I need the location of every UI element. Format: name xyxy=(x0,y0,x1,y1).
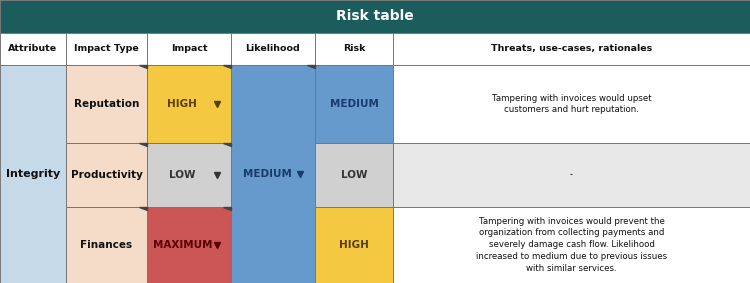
Text: Integrity: Integrity xyxy=(6,169,60,179)
Bar xyxy=(231,65,315,283)
Text: Tampering with invoices would prevent the
organization from collecting payments : Tampering with invoices would prevent th… xyxy=(476,217,667,273)
Bar xyxy=(315,207,393,283)
Polygon shape xyxy=(139,65,147,68)
Polygon shape xyxy=(139,207,147,210)
Text: Risk: Risk xyxy=(343,44,365,53)
Bar xyxy=(0,0,750,33)
Text: Impact Type: Impact Type xyxy=(74,44,139,53)
Text: MEDIUM: MEDIUM xyxy=(243,169,292,179)
Text: LOW: LOW xyxy=(169,170,196,180)
Bar xyxy=(66,207,147,283)
Bar xyxy=(0,65,66,283)
Bar xyxy=(315,33,393,65)
Text: Finances: Finances xyxy=(80,240,133,250)
Bar xyxy=(147,33,231,65)
Polygon shape xyxy=(307,65,315,68)
Bar xyxy=(147,143,231,207)
Bar xyxy=(147,207,231,283)
Bar xyxy=(393,65,750,143)
Text: HIGH: HIGH xyxy=(167,99,197,109)
Polygon shape xyxy=(223,207,231,210)
Text: Risk table: Risk table xyxy=(336,9,414,23)
Text: Tampering with invoices would upset
customers and hurt reputation.: Tampering with invoices would upset cust… xyxy=(492,94,651,114)
Bar xyxy=(315,65,393,143)
Bar xyxy=(393,33,750,65)
Polygon shape xyxy=(223,65,231,68)
Text: HIGH: HIGH xyxy=(339,240,369,250)
Text: MEDIUM: MEDIUM xyxy=(329,99,379,109)
Bar xyxy=(66,143,147,207)
Bar xyxy=(393,143,750,207)
Text: Threats, use-cases, rationales: Threats, use-cases, rationales xyxy=(490,44,652,53)
Text: -: - xyxy=(570,170,573,179)
Text: Impact: Impact xyxy=(171,44,207,53)
Text: MAXIMUM: MAXIMUM xyxy=(152,240,212,250)
Text: Likelihood: Likelihood xyxy=(246,44,300,53)
Bar xyxy=(66,33,147,65)
Bar xyxy=(0,33,66,65)
Bar xyxy=(315,143,393,207)
Text: Attribute: Attribute xyxy=(8,44,58,53)
Text: Productivity: Productivity xyxy=(70,170,142,180)
Bar xyxy=(231,33,315,65)
Text: Reputation: Reputation xyxy=(74,99,140,109)
Bar xyxy=(393,207,750,283)
Bar xyxy=(147,65,231,143)
Polygon shape xyxy=(139,143,147,146)
Bar xyxy=(66,65,147,143)
Text: LOW: LOW xyxy=(340,170,368,180)
Polygon shape xyxy=(223,143,231,146)
